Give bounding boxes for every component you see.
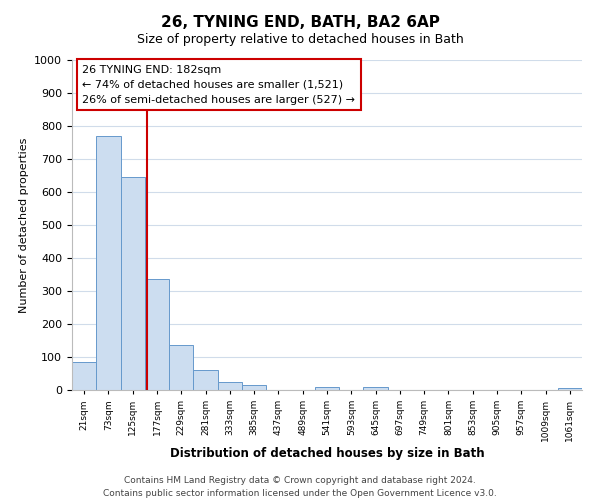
Y-axis label: Number of detached properties: Number of detached properties (19, 138, 29, 312)
Bar (218, 382, 242, 390)
Bar (193, 370, 218, 390)
Bar (72, 362, 96, 390)
Bar (145, 280, 169, 390)
Text: Size of property relative to detached houses in Bath: Size of property relative to detached ho… (137, 32, 463, 46)
Text: 26, TYNING END, BATH, BA2 6AP: 26, TYNING END, BATH, BA2 6AP (161, 15, 439, 30)
Text: Contains HM Land Registry data © Crown copyright and database right 2024.
Contai: Contains HM Land Registry data © Crown c… (103, 476, 497, 498)
Bar (169, 346, 193, 390)
Bar (364, 386, 388, 390)
Bar (121, 177, 145, 390)
Bar (315, 386, 339, 390)
Bar (558, 388, 582, 390)
Bar (242, 385, 266, 390)
Bar (96, 136, 121, 390)
X-axis label: Distribution of detached houses by size in Bath: Distribution of detached houses by size … (170, 446, 484, 460)
Text: 26 TYNING END: 182sqm
← 74% of detached houses are smaller (1,521)
26% of semi-d: 26 TYNING END: 182sqm ← 74% of detached … (82, 65, 355, 104)
